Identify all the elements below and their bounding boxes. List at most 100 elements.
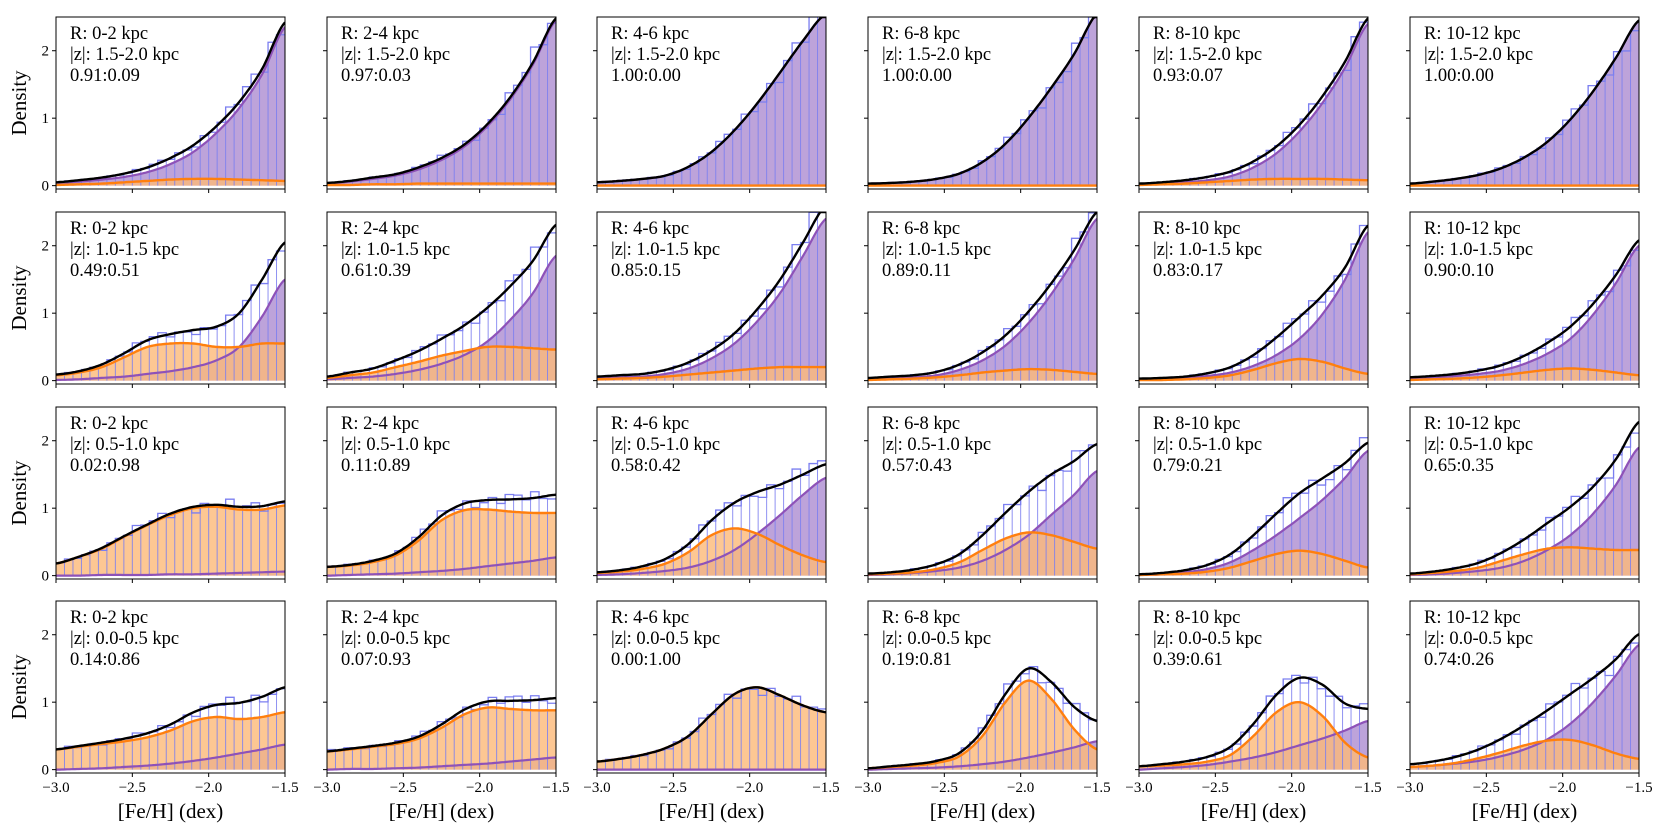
axes-frame xyxy=(1409,406,1640,580)
panel-height-label: |z|: 0.0-0.5 kpc xyxy=(70,629,179,649)
panel-height-label: |z|: 0.0-0.5 kpc xyxy=(611,629,720,649)
panel-radius-label: R: 2-4 kpc xyxy=(341,24,419,44)
orange-component-curve xyxy=(327,345,556,380)
panel-height-label: |z|: 1.0-1.5 kpc xyxy=(1153,240,1262,260)
panel-height-label: |z|: 1.5-2.0 kpc xyxy=(341,45,450,65)
plot-area xyxy=(1139,224,1368,382)
x-tick-label: −2.5 xyxy=(119,780,146,796)
x-axis-label: [Fe/H] (dex) xyxy=(118,799,224,823)
axes-frame xyxy=(867,211,1098,385)
plot-area xyxy=(56,498,285,577)
panel-ratio-label: 0.19:0.81 xyxy=(882,650,952,670)
panel-ratio-label: 1.00:0.00 xyxy=(1424,66,1494,86)
orange-component-curve xyxy=(1139,357,1368,382)
panel-ratio-label: 1.00:0.00 xyxy=(611,66,681,86)
plot-area xyxy=(597,460,826,577)
total-model-curve xyxy=(1139,224,1368,380)
axes-frame xyxy=(1409,211,1640,385)
x-tick-label: −2.0 xyxy=(1007,780,1034,796)
orange-component-curve xyxy=(1139,701,1368,768)
plot-area xyxy=(56,686,285,771)
panel-ratio-label: 0.85:0.15 xyxy=(611,261,681,281)
total-model-curve xyxy=(597,212,826,378)
purple-component-fill xyxy=(1139,23,1368,186)
purple-component-fill xyxy=(868,17,1097,186)
axes-frame xyxy=(55,16,286,190)
panel-height-label: |z|: 1.0-1.5 kpc xyxy=(1424,240,1533,260)
x-tick-label: −2.0 xyxy=(1278,780,1305,796)
axes-frame xyxy=(1138,406,1369,580)
orange-component-fill xyxy=(868,369,1097,381)
orange-component-fill xyxy=(597,367,826,381)
orange-component-curve xyxy=(56,177,285,187)
purple-component-curve xyxy=(1410,446,1639,577)
x-tick-label: −1.5 xyxy=(1354,780,1381,796)
purple-component-curve xyxy=(868,217,1097,380)
axes-frame xyxy=(596,16,827,190)
y-axis-label: Density xyxy=(7,460,31,526)
purple-component-curve xyxy=(597,476,826,577)
axes-frame xyxy=(867,600,1098,774)
x-tick-label: −2.5 xyxy=(931,780,958,796)
panel-radius-label: R: 10-12 kpc xyxy=(1424,608,1521,628)
purple-component-curve xyxy=(56,743,285,771)
panel-ratio-label: 0.97:0.03 xyxy=(341,66,411,86)
plot-area xyxy=(1410,239,1639,382)
panel-height-label: |z|: 1.5-2.0 kpc xyxy=(1424,45,1533,65)
axes-frame xyxy=(1138,600,1369,774)
orange-component-fill xyxy=(1139,550,1368,576)
plot-area xyxy=(597,212,826,381)
purple-component-curve xyxy=(56,570,285,577)
axes-frame xyxy=(1138,16,1369,190)
total-model-curve xyxy=(868,212,1097,380)
panel-radius-label: R: 2-4 kpc xyxy=(341,219,419,239)
total-model-curve xyxy=(327,17,556,185)
panel-radius-label: R: 2-4 kpc xyxy=(341,608,419,628)
purple-component-fill xyxy=(1410,644,1639,770)
x-tick-label: −2.5 xyxy=(390,780,417,796)
y-tick-label: 2 xyxy=(42,239,50,255)
orange-component-fill xyxy=(56,505,285,576)
panel-height-label: |z|: 0.5-1.0 kpc xyxy=(70,435,179,455)
panel-radius-label: R: 4-6 kpc xyxy=(611,219,689,239)
panel-height-label: |z|: 0.5-1.0 kpc xyxy=(341,435,450,455)
y-axis-label: Density xyxy=(7,654,31,720)
total-model-curve xyxy=(56,21,285,184)
purple-component-fill xyxy=(868,218,1097,381)
panel-height-label: |z|: 1.0-1.5 kpc xyxy=(70,240,179,260)
total-model-curve xyxy=(597,17,826,184)
x-tick-label: −1.5 xyxy=(1083,780,1110,796)
plot-area xyxy=(868,212,1097,382)
axes-frame xyxy=(596,211,827,385)
x-tick-label: −3.0 xyxy=(1396,780,1423,796)
y-tick-label: 1 xyxy=(42,695,50,711)
orange-component-curve xyxy=(1139,549,1368,577)
total-model-curve xyxy=(1410,420,1639,575)
x-tick-label: −1.5 xyxy=(1625,780,1652,796)
total-model-curve xyxy=(56,686,285,751)
x-axis-label: [Fe/H] (dex) xyxy=(1472,799,1578,823)
panel-20: −3.0 −2.5 −2.0 −1.5 R: 2-4 kpc|z|: 0.0-0.5 k… xyxy=(313,600,570,823)
purple-component-curve xyxy=(327,756,556,771)
x-tick-label: −2.0 xyxy=(1549,780,1576,796)
x-tick-label: −3.0 xyxy=(313,780,340,796)
x-tick-label: −1.5 xyxy=(271,780,298,796)
total-model-curve xyxy=(868,442,1097,575)
y-axis-label: Density xyxy=(7,265,31,331)
orange-component-curve xyxy=(1139,177,1368,187)
panel-radius-label: R: 0-2 kpc xyxy=(70,219,148,239)
panel-radius-label: R: 0-2 kpc xyxy=(70,608,148,628)
total-model-curve xyxy=(56,241,285,376)
panel-22: −3.0 −2.5 −2.0 −1.5 R: 6-8 kpc|z|: 0.0-0.5 k… xyxy=(854,600,1111,823)
panel-ratio-label: 0.02:0.98 xyxy=(70,456,140,476)
